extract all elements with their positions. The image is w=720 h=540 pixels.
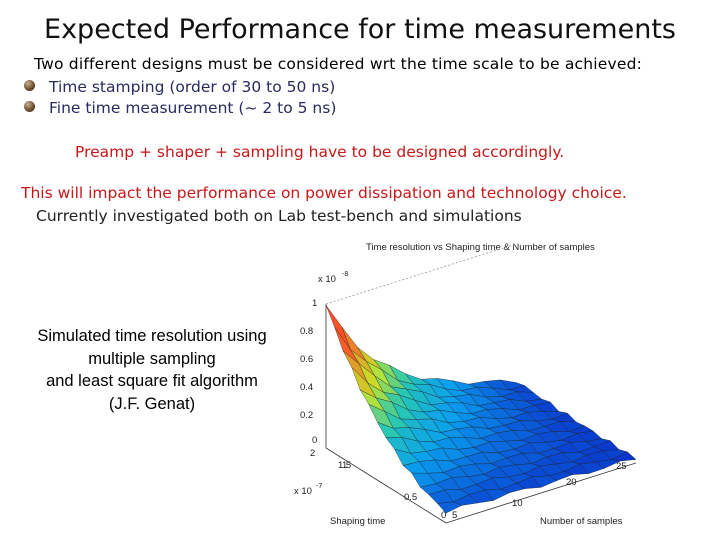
z-tick: 0.8 [300,326,313,337]
shaping-tick: 0 [441,510,446,521]
shaping-tick: 1 [342,460,347,471]
z-tick: 0 [312,435,317,446]
bullet-item: Time stamping (order of 30 to 50 ns) [24,78,335,96]
z-tick: 1 [312,298,317,309]
surface-plot: Time resolution vs Shaping time & Number… [294,242,636,527]
shaping-multiplier: x 10 [294,486,312,497]
design-note: Preamp + shaper + sampling have to be de… [75,143,565,161]
z-exponent: -8 [342,271,348,278]
bullet-text: Time stamping (order of 30 to 50 ns) [49,78,336,96]
current-status-text: Currently investigated both on Lab test-… [36,207,522,225]
impact-text: This will impact the performance on powe… [21,184,627,202]
z-ticks: 1 0.8 0.6 0.4 0.2 0 [300,298,317,446]
shaping-axis-label: Shaping time [330,516,385,527]
bullet-icon [24,101,35,112]
z-tick: 0.2 [300,410,313,421]
caption-line: multiple sampling [88,349,216,368]
z-tick: 0.4 [300,382,313,393]
caption-line: and least square fit algorithm [46,372,258,390]
bullet-item: Fine time measurement (~ 2 to 5 ns) [24,99,336,117]
surface-mesh [325,305,636,514]
shaping-tick: 2 [310,448,315,459]
z-tick: 0.6 [300,354,313,365]
samples-tick: 25 [616,461,627,472]
surface-cell [437,501,463,514]
samples-tick: 20 [566,477,577,488]
shaping-tick: 1.5 [338,460,351,471]
z-multiplier: x 10 [318,274,336,285]
bullet-text: Fine time measurement (~ 2 to 5 ns) [49,99,337,117]
intro-text: Two different designs must be considered… [34,55,643,73]
plot-axes [325,243,636,524]
samples-tick: 10 [512,498,523,509]
samples-tick: 5 [452,510,457,521]
shaping-tick: 0.5 [404,492,417,503]
caption-line: Simulated time resolution using [37,327,267,345]
surface-cell [325,305,351,350]
bullet-icon [24,80,35,91]
caption-line: (J.F. Genat) [108,394,196,413]
slide-title: Expected Performance for time measuremen… [44,14,676,45]
samples-axis-label: Number of samples [540,516,623,527]
simulation-caption: Simulated time resolution using multiple… [22,325,282,415]
plot-title: Time resolution vs Shaping time & Number… [366,242,595,253]
shaping-exponent: -7 [316,483,322,490]
